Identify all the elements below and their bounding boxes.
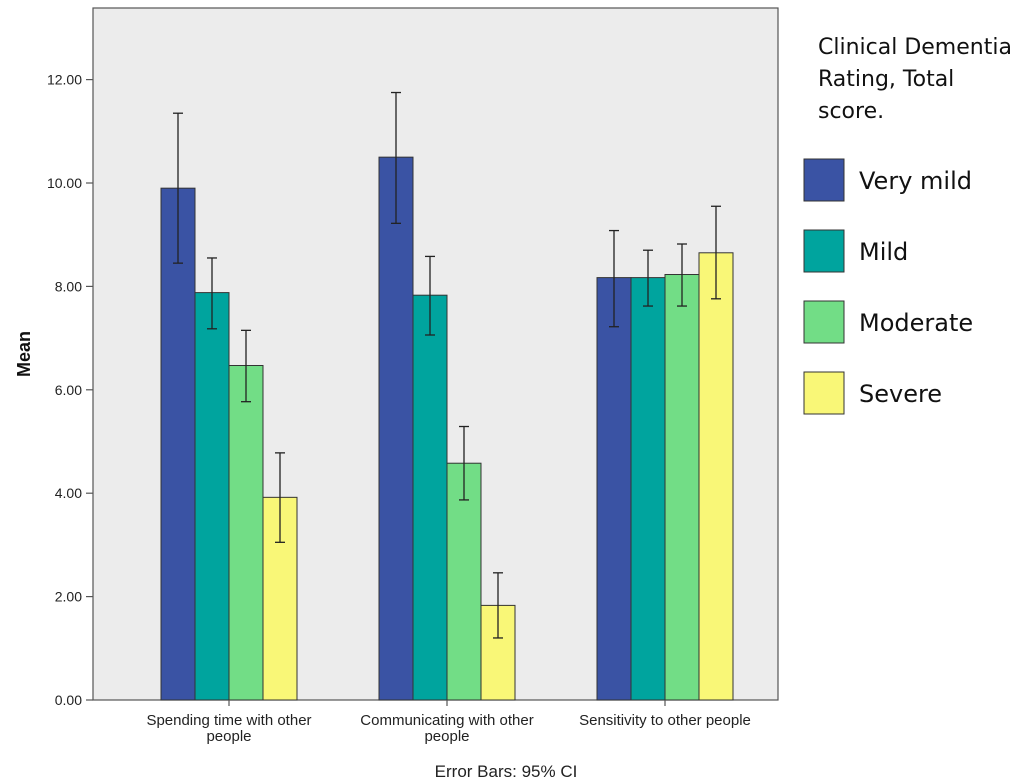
legend-swatch-mild [803, 229, 845, 273]
legend-label: Very mild [859, 167, 972, 195]
x-category-label: people [424, 728, 469, 745]
x-category-label: Communicating with other [360, 712, 533, 729]
legend-swatch-moderate [803, 300, 845, 344]
x-category-label: Spending time with other [146, 712, 311, 729]
legend-title: score. [818, 99, 884, 124]
y-tick-label: 4.00 [55, 485, 82, 501]
legend: Clinical Dementia Rating, Total score. Very… [803, 35, 1012, 415]
error-bars-note: Error Bars: 95% CI [435, 762, 578, 781]
x-axis: Spending time with otherpeopleCommunicat… [146, 700, 751, 745]
y-tick-label: 10.00 [47, 175, 82, 191]
bar-mild [194, 292, 230, 701]
bar-very-mild [596, 277, 632, 701]
legend-title: Rating, Total [818, 67, 954, 92]
y-tick-label: 6.00 [55, 382, 82, 398]
y-tick-label: 12.00 [47, 72, 82, 88]
legend-label: Mild [859, 238, 908, 266]
y-tick-label: 0.00 [55, 692, 82, 708]
bar-mild [630, 277, 666, 701]
bar-moderate [228, 365, 264, 701]
y-axis: 0.00 2.00 4.00 6.00 8.00 10.00 12.00 [47, 72, 93, 708]
bars [160, 91, 734, 701]
bar-moderate [664, 274, 700, 701]
legend-label: Severe [859, 380, 942, 408]
legend-swatch-very-mild [803, 158, 845, 202]
bar-mild [412, 294, 448, 701]
legend-label: Moderate [859, 309, 973, 337]
bar-severe [698, 252, 734, 701]
legend-title: Clinical Dementia [818, 35, 1012, 60]
legend-swatch-severe [803, 371, 845, 415]
bar-very-mild [160, 187, 196, 701]
bar-moderate [446, 462, 482, 701]
y-axis-title: Mean [14, 331, 34, 377]
x-category-label: people [206, 728, 251, 745]
x-category-label: Sensitivity to other people [579, 712, 751, 729]
bar-very-mild [378, 156, 414, 701]
y-tick-label: 2.00 [55, 589, 82, 605]
y-tick-label: 8.00 [55, 278, 82, 294]
